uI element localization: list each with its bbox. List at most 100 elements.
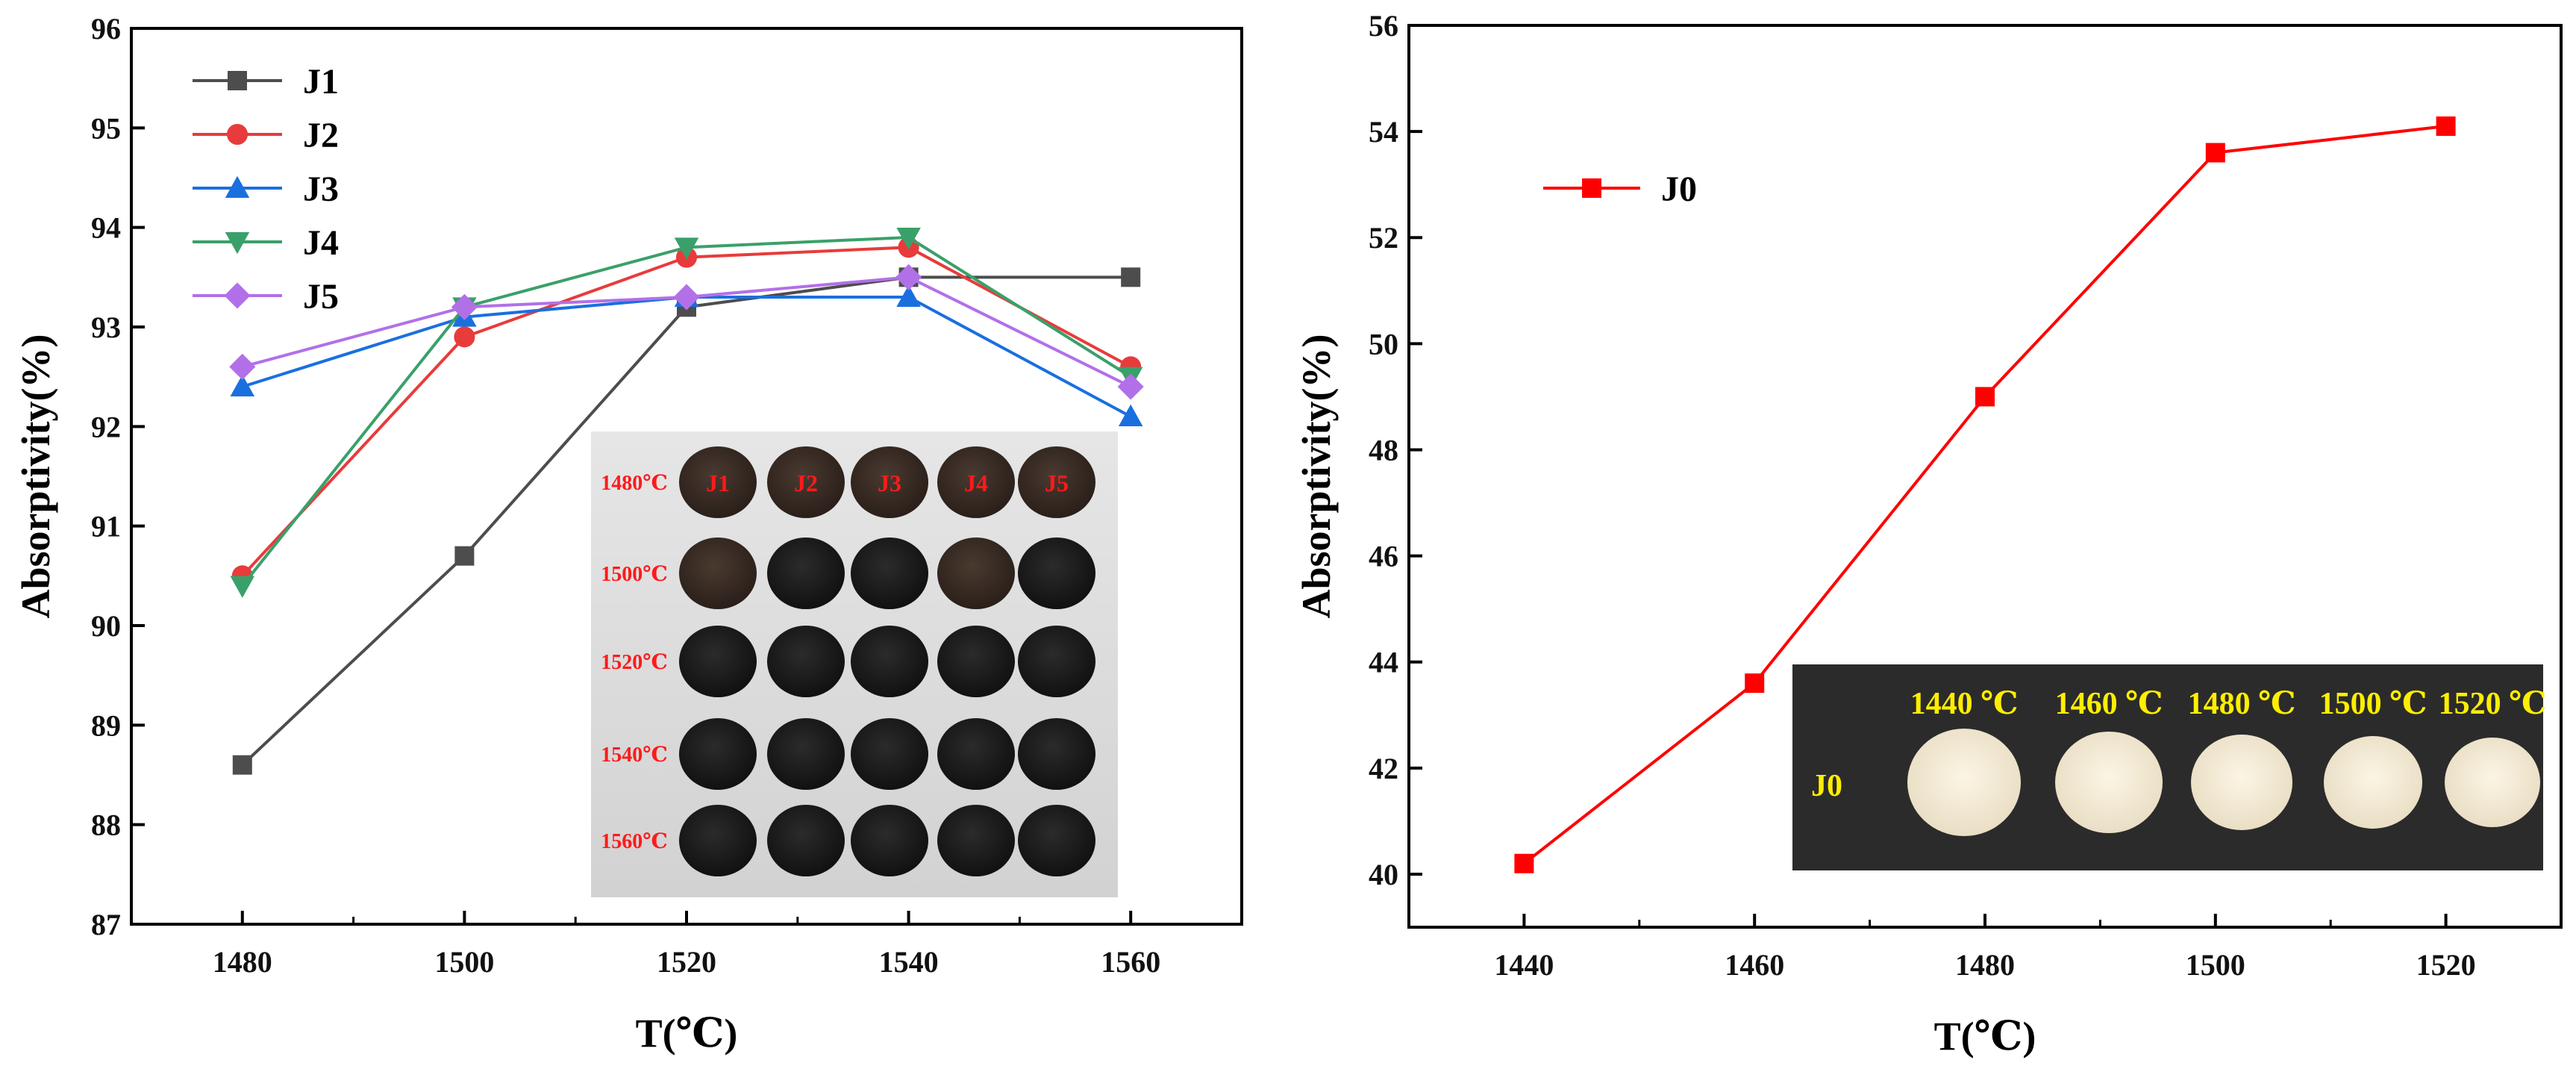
sample-disc — [851, 805, 928, 876]
photo-row-label: 1520℃ — [601, 651, 668, 674]
chart-left: 87 88 89 90 91 92 93 94 95 96 1480 1500 1520 1540 156… — [13, 12, 1243, 1056]
y-tick-label: 90 — [91, 609, 121, 643]
legend-item-j3: J3 — [193, 169, 339, 209]
legend-marker — [225, 175, 250, 198]
sample-disc — [767, 718, 845, 790]
y-tick-label: 93 — [91, 311, 121, 344]
sample-disc — [2055, 732, 2163, 833]
legend: J1 J2 J3 J4 J5 — [193, 62, 339, 317]
y-tick-label: 52 — [1369, 221, 1398, 255]
photo-row-label: 1480℃ — [601, 472, 668, 495]
y-tick-label: 54 — [1369, 115, 1398, 149]
sample-disc — [2445, 738, 2540, 827]
y-axis-title: Absorptivity(%) — [1294, 334, 1339, 619]
sample-disc — [679, 538, 757, 609]
x-tick-label: 1500 — [2186, 948, 2245, 982]
photo-column-label: 1440 ℃ — [1910, 687, 2019, 721]
x-tick-label: 1560 — [1101, 945, 1160, 979]
legend-marker — [225, 232, 250, 255]
x-axis: 1480 1500 1520 1540 1560 — [213, 911, 1160, 979]
x-axis: 1440 1460 1480 1500 1520 — [1494, 914, 2476, 982]
x-tick-label: 1480 — [213, 945, 272, 979]
sample-disc — [937, 538, 1015, 609]
legend: J0 — [1543, 169, 1697, 209]
data-point — [896, 228, 921, 250]
sample-disc — [1907, 729, 2021, 836]
legend-label: J3 — [303, 169, 339, 209]
y-axis-title: Absorptivity(%) — [13, 334, 58, 619]
y-tick-label: 56 — [1369, 9, 1398, 43]
data-point — [451, 293, 478, 320]
data-point — [673, 284, 700, 311]
y-tick-label: 92 — [91, 410, 121, 443]
data-point — [454, 326, 475, 348]
sample-disc — [851, 538, 928, 609]
data-point — [1975, 387, 1995, 407]
x-tick-label: 1540 — [879, 945, 939, 979]
photo-row-label: 1540℃ — [601, 744, 668, 767]
chart-right: 40 42 44 46 48 50 52 54 56 1440 1460 1480 1500 1520 … — [1294, 9, 2563, 1059]
x-tick-label: 1520 — [657, 945, 716, 979]
sample-disc — [767, 538, 845, 609]
x-tick-label: 1500 — [434, 945, 494, 979]
sample-disc — [767, 446, 845, 518]
x-axis-title: T(℃) — [636, 1011, 738, 1056]
x-axis-title: T(℃) — [1934, 1014, 2036, 1059]
x-tick-label: 1440 — [1494, 948, 1554, 982]
legend-item-j0: J0 — [1543, 169, 1697, 209]
legend-label: J5 — [303, 277, 339, 317]
sample-disc — [851, 626, 928, 697]
y-axis: 87 88 89 90 91 92 93 94 95 96 — [91, 12, 145, 941]
data-point — [1514, 853, 1534, 873]
x-tick-label: 1460 — [1725, 948, 1784, 982]
sample-disc — [937, 718, 1015, 790]
series-j0 — [1514, 116, 2456, 873]
x-tick-label: 1520 — [2416, 948, 2476, 982]
photo-row-label: J0 — [1811, 769, 1842, 803]
sample-disc — [937, 805, 1015, 876]
photo-column-label: J3 — [878, 470, 901, 496]
sample-disc — [767, 805, 845, 876]
y-tick-label: 95 — [91, 111, 121, 145]
data-point — [674, 237, 699, 260]
sample-disc — [1018, 626, 1095, 697]
legend-item-j4: J4 — [193, 223, 339, 263]
legend-item-j1: J1 — [193, 62, 339, 102]
legend-marker — [1582, 178, 1601, 198]
legend-marker — [228, 71, 247, 90]
sample-disc — [679, 446, 757, 518]
photo-column-label: J2 — [794, 470, 818, 496]
sample-disc — [679, 626, 757, 697]
y-tick-label: 40 — [1369, 858, 1398, 891]
legend-item-j5: J5 — [193, 277, 339, 317]
y-tick-label: 96 — [91, 12, 121, 46]
data-point — [2205, 143, 2225, 163]
y-tick-label: 48 — [1369, 433, 1398, 467]
legend-label: J4 — [303, 223, 339, 263]
data-point — [2436, 116, 2456, 137]
sample-disc — [2324, 736, 2422, 829]
y-tick-label: 46 — [1369, 540, 1398, 573]
y-tick-label: 91 — [91, 510, 121, 543]
legend-marker — [226, 123, 248, 146]
data-point — [1745, 673, 1765, 694]
sample-disc — [937, 626, 1015, 697]
photo-column-label: 1460 ℃ — [2055, 687, 2163, 721]
y-tick-label: 50 — [1369, 327, 1398, 361]
data-point — [1117, 373, 1144, 400]
y-tick-label: 87 — [91, 908, 121, 941]
sample-photo-inset: 1440 ℃ 1460 ℃ 1480 ℃ 1500 ℃ 1520 ℃ J0 — [1792, 664, 2546, 870]
data-point — [1121, 267, 1141, 287]
y-tick-label: 94 — [91, 211, 121, 245]
data-point — [895, 264, 922, 290]
sample-photo-inset: J1 J2 J3 J4 J5 1480℃ 1500℃ 1520℃ 1540℃ 1560℃ — [591, 431, 1118, 897]
data-point — [229, 353, 256, 380]
sample-disc — [679, 718, 757, 790]
sample-disc — [1018, 805, 1095, 876]
sample-disc — [2191, 735, 2292, 830]
photo-column-label: 1520 ℃ — [2439, 687, 2547, 721]
sample-disc — [1018, 718, 1095, 790]
data-point — [1118, 404, 1143, 426]
sample-disc — [937, 446, 1015, 518]
